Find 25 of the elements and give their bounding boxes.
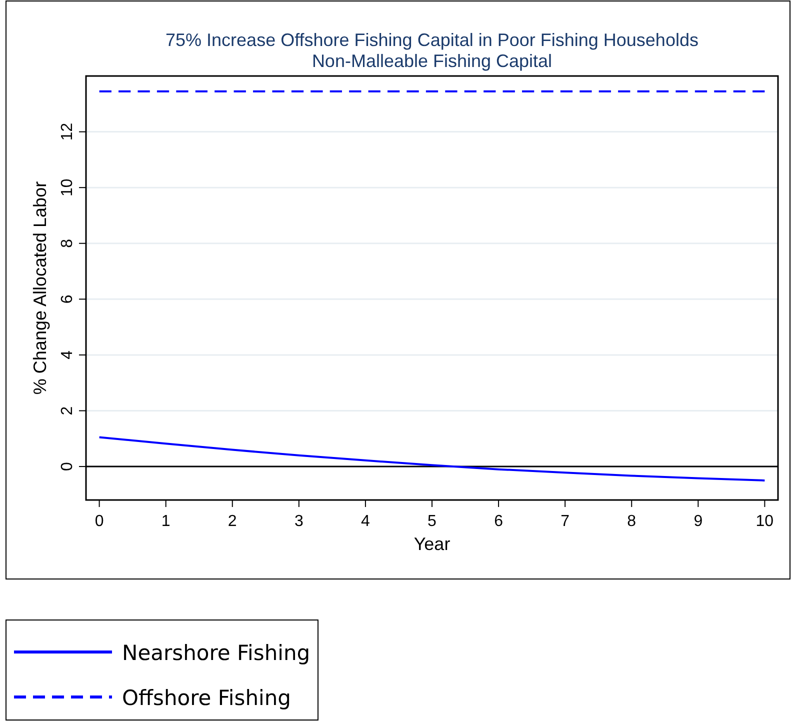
y-tick-label: 4 (59, 350, 76, 360)
legend-label: Offshore Fishing (122, 686, 291, 710)
chart-subtitle: Non-Malleable Fishing Capital (312, 51, 552, 71)
x-tick-label: 0 (94, 513, 104, 530)
x-axis-title: Year (414, 534, 450, 554)
x-tick-label: 4 (361, 513, 370, 530)
y-tick-label: 2 (59, 406, 76, 416)
x-tick-label: 9 (694, 513, 703, 530)
y-tick-label: 10 (59, 178, 76, 196)
x-tick-label: 3 (294, 513, 304, 530)
y-tick-label: 8 (59, 238, 76, 248)
y-tick-label: 6 (59, 294, 76, 304)
chart-title: 75% Increase Offshore Fishing Capital in Poor Fishing Households (166, 30, 698, 50)
legend-label: Nearshore Fishing (122, 641, 310, 665)
x-tick-label: 2 (228, 513, 237, 530)
x-tick-label: 5 (428, 513, 437, 530)
x-tick-label: 7 (560, 513, 570, 530)
x-tick-label: 8 (627, 513, 636, 530)
y-axis-title: % Change Allocated Labor (30, 181, 50, 395)
x-tick-label: 1 (161, 513, 170, 530)
y-tick-label: 0 (59, 462, 76, 471)
x-tick-label: 6 (494, 513, 504, 530)
y-tick-label: 12 (59, 122, 76, 141)
x-tick-label: 10 (756, 513, 774, 530)
line-series (98, 436, 766, 482)
